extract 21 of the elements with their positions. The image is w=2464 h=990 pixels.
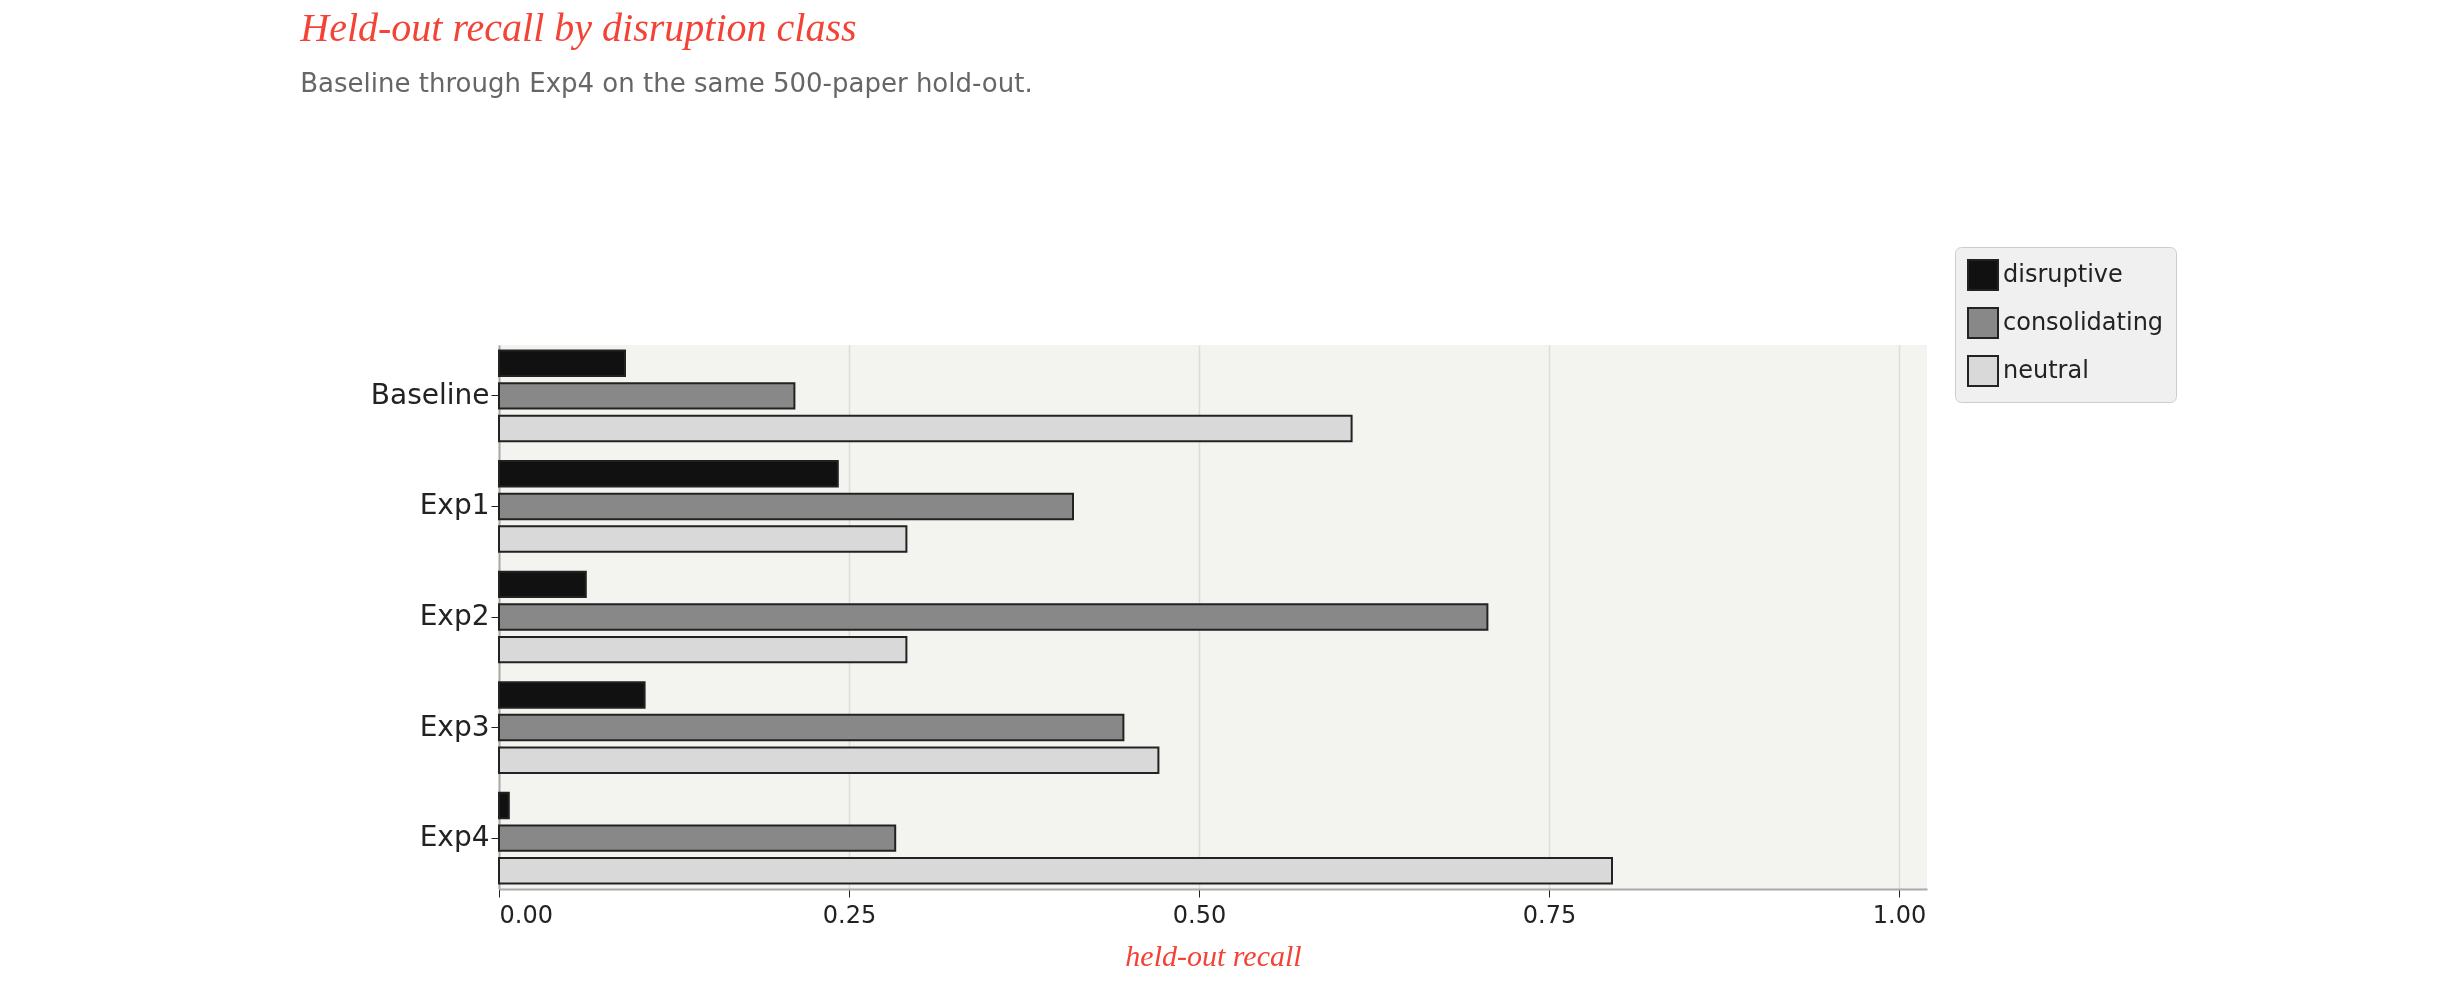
y-tick-label: Exp1 xyxy=(419,488,490,522)
bar xyxy=(498,460,839,488)
legend-label: neutral xyxy=(2003,356,2089,384)
y-tick-label: Exp2 xyxy=(419,599,490,632)
x-tick-label: 0.50 xyxy=(1172,900,1227,929)
bar xyxy=(498,349,626,377)
bar xyxy=(498,681,646,709)
x-tick-label: 0.00 xyxy=(499,900,553,929)
chart-subtitle: Baseline through Exp4 on the same 500-paper hold-out. xyxy=(300,67,1033,98)
legend-label: consolidating xyxy=(2003,308,2164,336)
x-axis-title: held-out recall xyxy=(1125,938,1302,972)
x-tick-label: 1.00 xyxy=(1872,900,1927,929)
y-tick-label: Baseline xyxy=(370,377,490,411)
chart-title: Held-out recall by disruption class xyxy=(299,4,857,50)
legend-label: disruptive xyxy=(2003,260,2123,288)
x-tick-label: 0.75 xyxy=(1522,900,1577,929)
bar xyxy=(498,570,587,599)
y-tick-label: Exp3 xyxy=(419,709,490,743)
bar xyxy=(498,791,510,820)
x-tick-label: 0.25 xyxy=(822,900,877,929)
y-tick-label: Exp4 xyxy=(419,820,490,854)
